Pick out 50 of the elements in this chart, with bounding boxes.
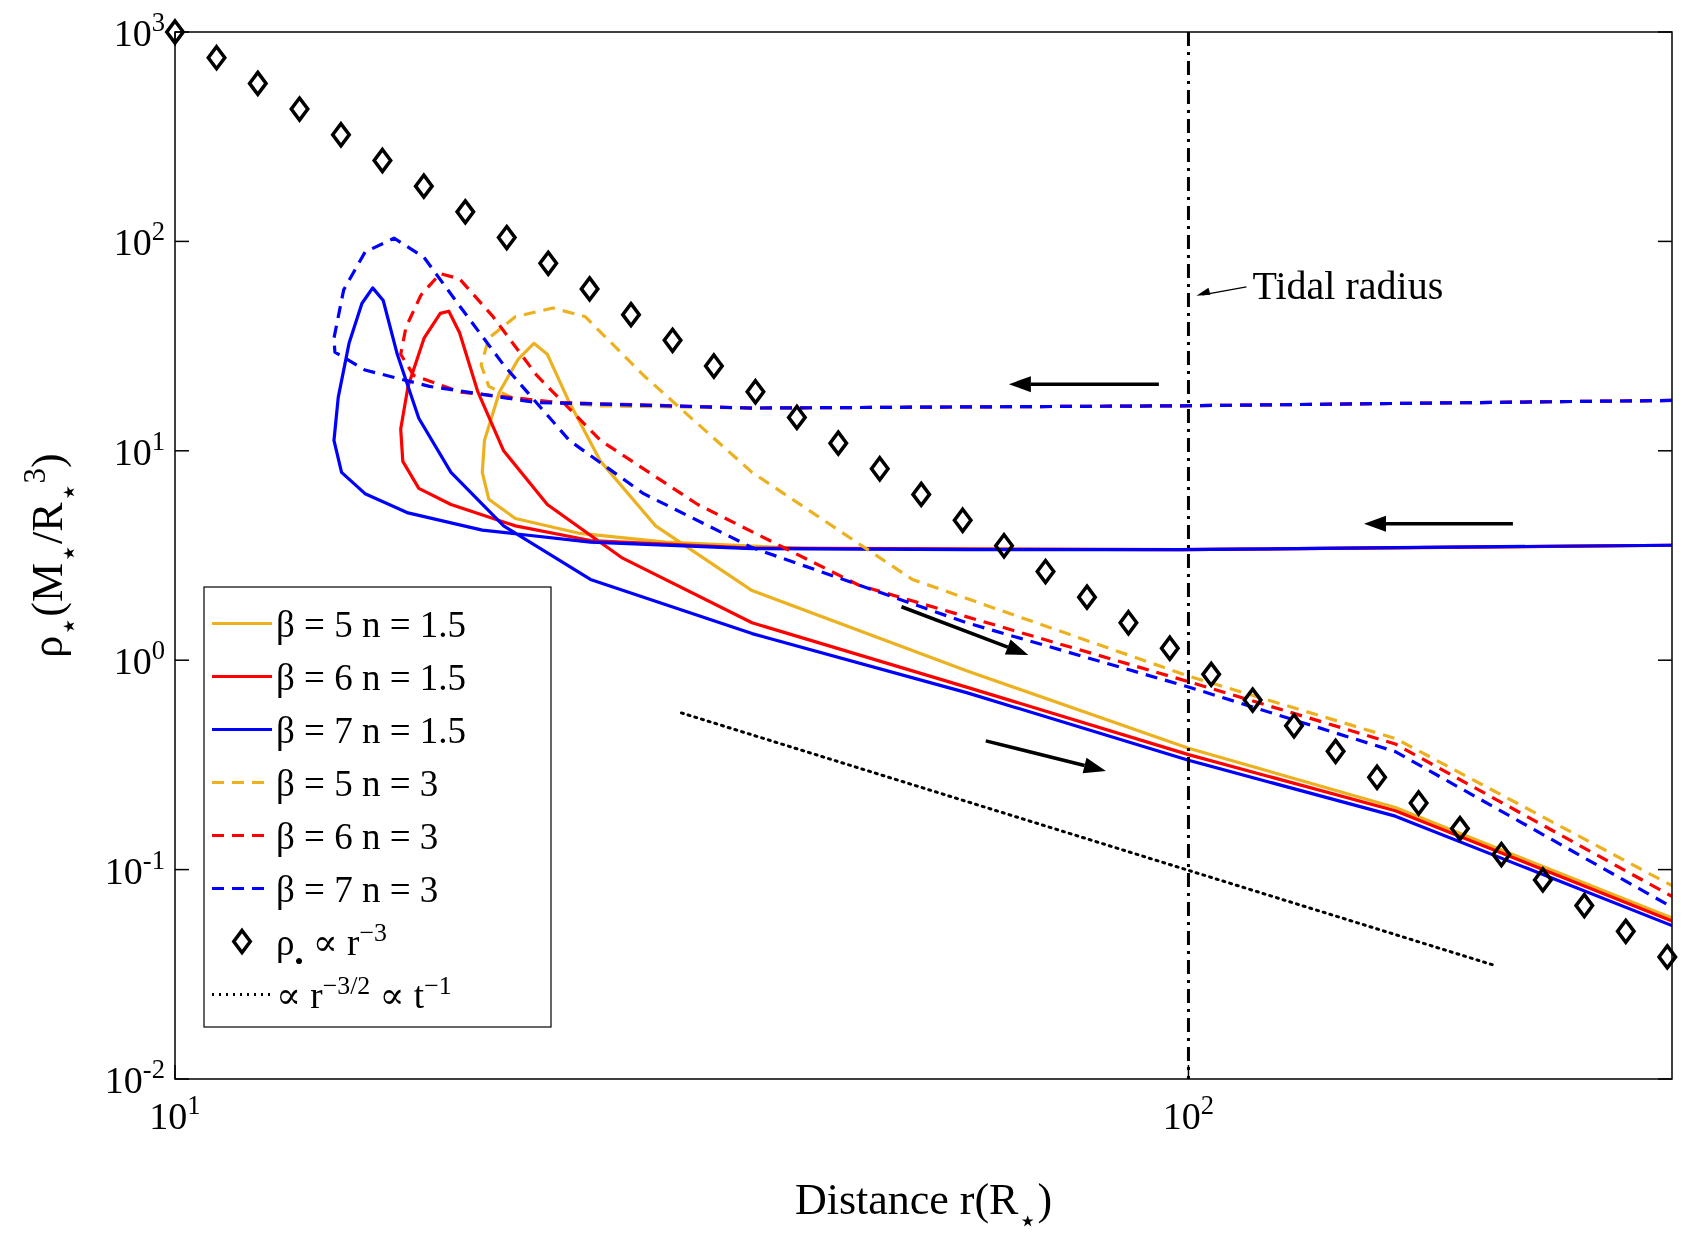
y-tick-label: 10$^{1}$ [113, 425, 165, 473]
point [1118, 609, 1139, 636]
legend-label: β = 5 n = 1.5 [276, 603, 467, 645]
point [828, 430, 849, 456]
legend-label: β = 7 n = 1.5 [276, 709, 467, 751]
y-tick-label: 10$^{-1}$ [104, 844, 165, 892]
point [1159, 635, 1180, 662]
point [869, 455, 890, 482]
y-tick-label: 10$^{-2}$ [104, 1054, 165, 1101]
legend-label: β = 6 n = 1.5 [276, 656, 467, 698]
x-axis-title: Distance r(R$_{⋆}$) [794, 1175, 1053, 1236]
legend-label: β = 5 n = 3 [276, 762, 439, 804]
point [1201, 661, 1222, 688]
point [911, 481, 932, 508]
point [1076, 584, 1097, 610]
point [330, 122, 351, 148]
point [703, 353, 724, 379]
point [496, 224, 517, 251]
point [1532, 867, 1553, 893]
point [1242, 687, 1263, 713]
point [621, 301, 641, 328]
point [1325, 738, 1346, 765]
y-tick-label: 10$^{2}$ [113, 216, 165, 264]
point [994, 533, 1015, 559]
point [1035, 558, 1056, 585]
point [1367, 764, 1388, 791]
point [538, 250, 559, 277]
point [745, 378, 766, 405]
point [952, 507, 973, 533]
point [579, 276, 600, 302]
ref-line-label: Tidal radius [1252, 262, 1444, 308]
point [662, 327, 683, 354]
point [413, 173, 434, 199]
point [289, 96, 310, 122]
point [1574, 892, 1595, 919]
point [372, 147, 393, 174]
point [1491, 841, 1512, 868]
legend-label: β = 6 n = 3 [276, 815, 439, 857]
y-tick-label: 10$^{3}$ [113, 7, 165, 54]
point [455, 199, 476, 225]
legend-label: β = 7 n = 3 [276, 868, 439, 910]
point [1408, 790, 1429, 816]
point [786, 404, 807, 431]
y-tick-label: 10$^{0}$ [113, 635, 165, 683]
point [247, 70, 268, 97]
point [1615, 918, 1636, 945]
point [206, 44, 227, 71]
point [1284, 713, 1304, 739]
point [1657, 944, 1678, 970]
point [1449, 815, 1470, 842]
